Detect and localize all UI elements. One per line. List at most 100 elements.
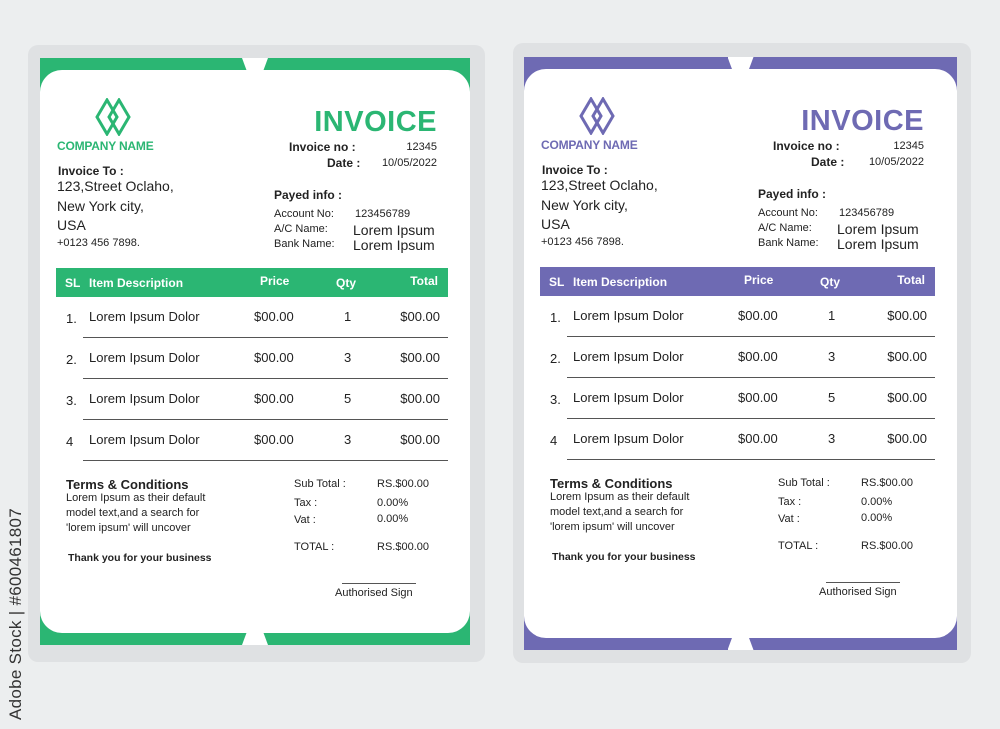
invoice-no: 12345 <box>893 140 924 152</box>
terms-text: 'lorem ipsum' will uncover <box>66 522 191 534</box>
signature-line <box>342 583 416 584</box>
row-sl: 3. <box>550 392 561 407</box>
top-notch <box>727 57 754 71</box>
row-sl: 4 <box>550 433 558 448</box>
total-label: TOTAL : <box>294 541 335 553</box>
row-description: Lorem Ipsum Dolor <box>89 309 200 324</box>
total: RS.$00.00 <box>861 540 913 552</box>
bank-name-label: Bank Name: <box>758 237 819 249</box>
invoice-no: 12345 <box>406 141 437 153</box>
total: RS.$00.00 <box>377 541 429 553</box>
terms-text: 'lorem ipsum' will uncover <box>550 521 675 533</box>
ac-name: Lorem Ipsum <box>837 221 919 237</box>
company-name: COMPANY NAME <box>57 139 154 153</box>
row-sl: 3. <box>66 393 77 408</box>
col-sl: SL <box>65 276 81 290</box>
row-sl: 4 <box>66 434 74 449</box>
row-price: $00.00 <box>738 308 778 323</box>
row-divider <box>567 459 935 460</box>
row-total: $00.00 <box>887 390 927 405</box>
row-total: $00.00 <box>400 391 440 406</box>
row-qty: 3 <box>828 349 836 364</box>
invoice-date: 10/05/2022 <box>381 157 437 169</box>
date-label: Date : <box>811 155 845 169</box>
authorised-sign: Authorised Sign <box>335 587 413 599</box>
row-description: Lorem Ipsum Dolor <box>89 391 200 406</box>
table-row: 4 Lorem Ipsum Dolor $00.00 3 $00.00 <box>540 419 935 460</box>
invoice-body <box>40 70 470 633</box>
row-price: $00.00 <box>254 391 294 406</box>
vat-label: Vat : <box>294 514 316 526</box>
bank-name-label: Bank Name: <box>274 238 335 250</box>
col-price: Price <box>260 274 290 288</box>
signature-line <box>826 582 900 583</box>
address-line: New York city, <box>541 197 628 213</box>
row-price: $00.00 <box>254 309 294 324</box>
terms-title: Terms & Conditions <box>550 476 673 491</box>
row-divider <box>567 418 935 419</box>
invoice-to-label: Invoice To : <box>58 164 124 178</box>
address-line: New York city, <box>57 198 144 214</box>
vat: 0.00% <box>861 512 893 524</box>
invoice-date: 10/05/2022 <box>868 156 924 168</box>
row-description: Lorem Ipsum Dolor <box>89 350 200 365</box>
phone: +0123 456 7898. <box>541 236 624 248</box>
vat-label: Vat : <box>778 513 800 525</box>
col-sl: SL <box>549 275 565 289</box>
row-divider <box>567 377 935 378</box>
row-price: $00.00 <box>254 350 294 365</box>
authorised-sign: Authorised Sign <box>819 586 897 598</box>
ac-name-label: A/C Name: <box>274 223 328 235</box>
row-sl: 2. <box>550 351 561 366</box>
tax: 0.00% <box>861 496 893 508</box>
row-divider <box>83 419 448 420</box>
terms-text: Lorem Ipsum as their default <box>550 491 690 503</box>
row-description: Lorem Ipsum Dolor <box>573 390 684 405</box>
invoice-card: COMPANY NAME INVOICE Invoice no : 12345 … <box>524 57 957 650</box>
table-row: 3. Lorem Ipsum Dolor $00.00 5 $00.00 <box>56 379 448 420</box>
invoice-no-label: Invoice no : <box>773 139 840 153</box>
address-line: USA <box>57 217 86 233</box>
subtotal: RS.$00.00 <box>377 478 429 490</box>
company-logo-icon <box>579 97 615 135</box>
row-price: $00.00 <box>254 432 294 447</box>
address-line: USA <box>541 216 570 232</box>
subtotal: RS.$00.00 <box>861 477 913 489</box>
bottom-notch <box>242 631 268 645</box>
row-total: $00.00 <box>400 309 440 324</box>
address-line: 123,Street Oclaho, <box>541 177 658 193</box>
table-row: 3. Lorem Ipsum Dolor $00.00 5 $00.00 <box>540 378 935 419</box>
subtotal-label: Sub Total : <box>294 478 346 490</box>
stock-watermark-id: Adobe Stock | #600461807 <box>6 507 25 720</box>
table-row: 4 Lorem Ipsum Dolor $00.00 3 $00.00 <box>56 420 448 461</box>
row-description: Lorem Ipsum Dolor <box>89 432 200 447</box>
address-line: 123,Street Oclaho, <box>57 178 174 194</box>
row-sl: 1. <box>550 310 561 325</box>
col-total: Total <box>410 274 438 288</box>
row-divider <box>83 378 448 379</box>
total-label: TOTAL : <box>778 540 819 552</box>
row-description: Lorem Ipsum Dolor <box>573 308 684 323</box>
invoice-to-label: Invoice To : <box>542 163 608 177</box>
phone: +0123 456 7898. <box>57 237 140 249</box>
col-description: Item Description <box>573 275 668 289</box>
col-total: Total <box>897 273 925 287</box>
row-qty: 3 <box>344 432 352 447</box>
row-sl: 1. <box>66 311 77 326</box>
table-row: 1. Lorem Ipsum Dolor $00.00 1 $00.00 <box>56 297 448 338</box>
row-qty: 1 <box>344 309 352 324</box>
thank-you-note: Thank you for your business <box>68 552 212 564</box>
table-header: SL Item Description Price Qty Total <box>56 268 448 297</box>
tax: 0.00% <box>377 497 409 509</box>
terms-title: Terms & Conditions <box>66 477 189 492</box>
row-price: $00.00 <box>738 431 778 446</box>
col-price: Price <box>744 273 774 287</box>
ac-name-label: A/C Name: <box>758 222 812 234</box>
company-logo-icon <box>95 98 131 136</box>
table-row: 1. Lorem Ipsum Dolor $00.00 1 $00.00 <box>540 296 935 337</box>
date-label: Date : <box>327 156 361 170</box>
row-qty: 3 <box>828 431 836 446</box>
invoice-body <box>524 69 957 638</box>
ac-name: Lorem Ipsum <box>353 222 435 238</box>
terms-text: Lorem Ipsum as their default <box>66 492 206 504</box>
